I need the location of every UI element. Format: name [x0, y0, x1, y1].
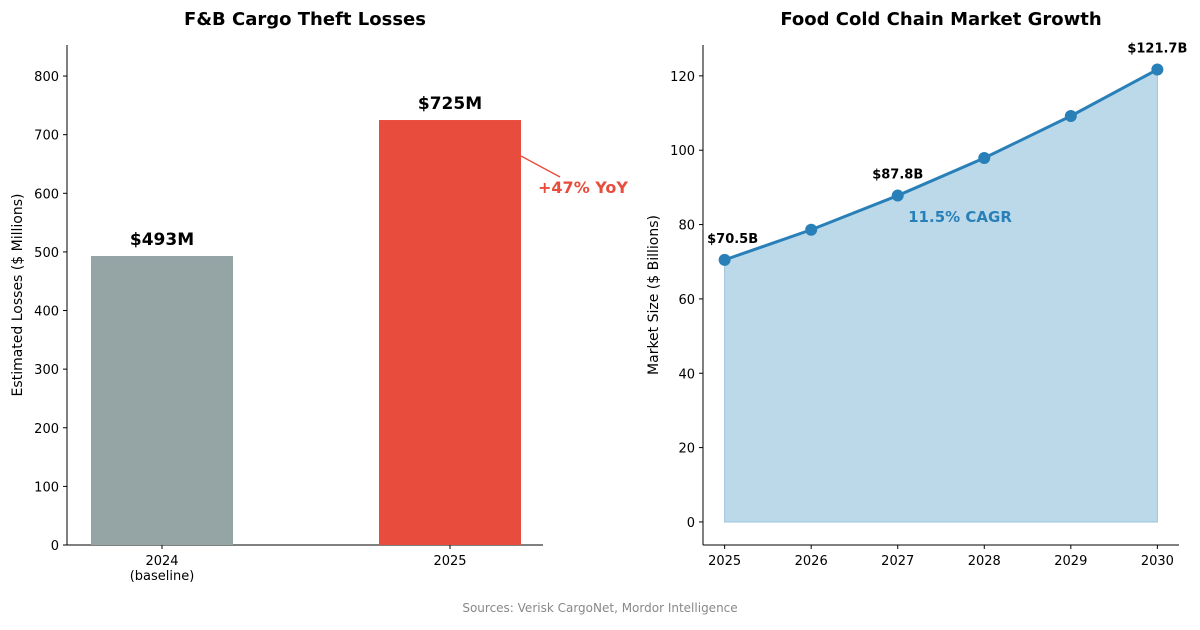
area-fill — [724, 68, 1158, 523]
bar-1 — [379, 120, 521, 546]
sources-footer: Sources: Verisk CargoNet, Mordor Intelli… — [462, 601, 737, 615]
data-point-2027 — [891, 189, 904, 202]
cagr-annotation: 11.5% CAGR — [908, 208, 1012, 226]
annotation-arrow — [520, 155, 561, 178]
left-x-tick-label: 2024 — [145, 554, 178, 569]
right-x-tick-label: 2026 — [795, 554, 828, 569]
data-point-2030 — [1151, 63, 1164, 76]
left-y-tick-label: 500 — [34, 246, 59, 261]
point-data-label: $87.8B — [872, 168, 923, 183]
right-x-tick-label: 2029 — [1054, 554, 1087, 569]
right-y-tick-label: 60 — [678, 293, 695, 308]
left-x-tick-label: (baseline) — [130, 569, 195, 584]
right-y-tick-label: 20 — [678, 442, 695, 457]
left-y-tick-label: 800 — [34, 70, 59, 85]
yoy-annotation: +47% YoY — [538, 178, 628, 197]
data-point-2025 — [718, 253, 731, 266]
left-y-tick-label: 300 — [34, 363, 59, 378]
left-y-tick-label: 0 — [51, 539, 59, 554]
right-y-tick-label: 80 — [678, 219, 695, 234]
left-y-tick-label: 400 — [34, 305, 59, 320]
right-chart: Food Cold Chain Market Growth Market Siz… — [646, 9, 1187, 569]
left-y-axis-label: Estimated Losses ($ Millions) — [10, 194, 26, 397]
data-point-2026 — [805, 223, 818, 236]
series-line — [724, 68, 1159, 262]
left-y-tick-label: 200 — [34, 422, 59, 437]
data-point-2028 — [978, 152, 991, 165]
left-y-tick-label: 700 — [34, 129, 59, 144]
bar-data-label: $725M — [418, 94, 482, 114]
data-point-2029 — [1064, 110, 1077, 123]
right-y-tick-label: 120 — [670, 70, 695, 85]
right-y-tick-label: 40 — [678, 367, 695, 382]
point-data-label: $70.5B — [707, 232, 758, 247]
right-x-tick-label: 2027 — [881, 554, 914, 569]
left-chart: F&B Cargo Theft Losses Estimated Losses … — [10, 9, 628, 584]
left-chart-title: F&B Cargo Theft Losses — [184, 9, 426, 30]
point-data-label: $121.7B — [1127, 42, 1187, 57]
right-x-tick-label: 2028 — [968, 554, 1001, 569]
right-x-tick-label: 2030 — [1141, 554, 1174, 569]
bar-0 — [91, 256, 233, 545]
left-y-tick-label: 600 — [34, 187, 59, 202]
right-y-tick-label: 0 — [687, 516, 695, 531]
right-y-tick-label: 100 — [670, 144, 695, 159]
bar-data-label: $493M — [130, 230, 194, 250]
right-x-tick-label: 2025 — [708, 554, 741, 569]
left-y-tick-label: 100 — [34, 480, 59, 495]
left-x-tick-label: 2025 — [433, 554, 466, 569]
right-chart-title: Food Cold Chain Market Growth — [780, 9, 1101, 30]
right-y-axis-label: Market Size ($ Billions) — [646, 215, 662, 375]
